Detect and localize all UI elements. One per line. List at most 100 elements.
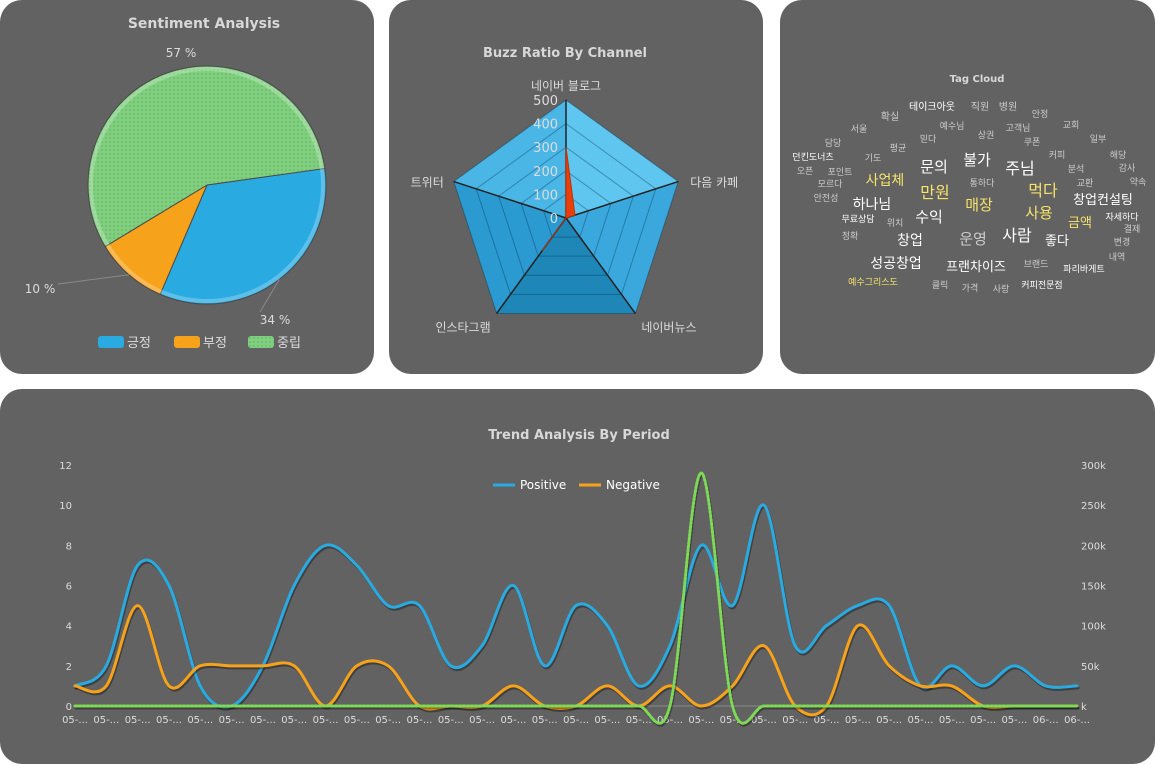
tag-word[interactable]: 프랜차이즈 <box>946 260 1006 275</box>
tag-word[interactable]: 상권 <box>978 129 995 141</box>
tag-word[interactable]: 성공창업 <box>870 256 922 272</box>
x-tick-label: 05-... <box>657 715 683 726</box>
series-point <box>387 705 389 707</box>
tag-word[interactable]: 변경 <box>1114 236 1131 248</box>
tag-word[interactable]: 모르다 <box>818 179 844 190</box>
tag-word[interactable]: 담당 <box>825 137 842 149</box>
tag-word[interactable]: 직원 <box>971 101 989 113</box>
radar-grid-ring <box>475 122 657 295</box>
tag-word[interactable]: 던킨도너츠 <box>792 152 833 163</box>
tag-word[interactable]: 병원 <box>999 101 1017 113</box>
series-point <box>105 665 107 667</box>
tag-word[interactable]: 무료상담 <box>841 213 874 225</box>
tag-word[interactable]: 확실 <box>881 111 899 123</box>
series-point <box>325 705 326 707</box>
tag-word[interactable]: 불가 <box>963 151 991 169</box>
tag-word[interactable]: 커피 <box>1049 150 1066 161</box>
tag-word[interactable]: 창업 <box>897 233 923 249</box>
tag-word[interactable]: 하나님 <box>853 197 892 213</box>
trend-line-chart: Trend Analysis By Period 0 2 4 6 8 10 12 k 50k 10… <box>59 428 1106 727</box>
series-point <box>168 585 170 586</box>
tag-word[interactable]: 감사 <box>1119 162 1136 174</box>
tag-word[interactable]: 가격 <box>962 282 979 294</box>
tag-word[interactable]: 주님 <box>1005 159 1034 178</box>
tag-word[interactable]: 위치 <box>887 217 904 229</box>
legend-label[interactable]: 부정 <box>203 336 227 351</box>
tag-word[interactable]: 믿다 <box>920 133 937 145</box>
x-tick-label: 05-... <box>939 715 965 726</box>
tag-word[interactable]: 창업컨설팅 <box>1073 193 1133 208</box>
x-tick-label: 05-... <box>751 715 777 726</box>
pie-rim <box>89 67 325 303</box>
tag-word[interactable]: 예수그리스도 <box>848 277 898 288</box>
tag-word[interactable]: 문의 <box>920 158 948 176</box>
tag-word[interactable]: 평균 <box>890 143 907 154</box>
legend-label[interactable]: 중립 <box>277 336 301 351</box>
pie-slice-neutral <box>87 65 326 248</box>
tag-word[interactable]: 정확 <box>842 230 859 242</box>
series-point <box>481 705 483 707</box>
legend-swatch-2[interactable] <box>248 336 274 348</box>
radar-category-label: 인스타그램 <box>435 320 490 334</box>
legend-label[interactable]: 긍정 <box>127 336 151 351</box>
series-point <box>544 705 546 707</box>
series-point <box>481 645 483 647</box>
tag-word[interactable]: 일부 <box>1090 134 1107 145</box>
tag-word[interactable]: 운영 <box>959 230 987 248</box>
tag-word[interactable]: 안정 <box>1032 109 1049 120</box>
series-point <box>732 705 734 707</box>
tag-word[interactable]: 결제 <box>1124 224 1141 235</box>
series-point <box>1045 705 1047 707</box>
series-point <box>512 685 514 687</box>
tag-word[interactable]: 약속 <box>1130 176 1147 188</box>
x-tick-label: 05-... <box>782 715 808 726</box>
legend-label[interactable]: Negative <box>606 478 660 492</box>
tag-word[interactable]: 사람 <box>1002 226 1032 245</box>
series-point <box>1076 685 1078 687</box>
tag-word[interactable]: 서울 <box>851 124 868 135</box>
tag-word[interactable]: 쿠폰 <box>1024 137 1041 148</box>
x-tick-label: 05-... <box>407 715 433 726</box>
tag-word[interactable]: 사업체 <box>866 173 905 189</box>
tag-word[interactable]: 안전성 <box>814 193 839 204</box>
series-point <box>387 605 389 607</box>
tag-word[interactable]: 먹다 <box>1028 181 1058 200</box>
tag-word[interactable]: 기도 <box>865 153 882 164</box>
series-point <box>732 605 734 607</box>
tag-word[interactable]: 파리바게트 <box>1063 264 1104 275</box>
tag-word[interactable]: 교회 <box>1063 120 1080 131</box>
tag-word[interactable]: 포인트 <box>828 167 853 178</box>
tag-word[interactable]: 교환 <box>1077 177 1094 189</box>
tag-word[interactable]: 커피전문점 <box>1021 279 1062 291</box>
tag-word[interactable]: 해당 <box>1110 150 1127 161</box>
y-tick-label: 0 <box>66 702 72 713</box>
tag-word[interactable]: 사용 <box>1025 204 1053 222</box>
legend-swatch-0[interactable] <box>98 336 124 348</box>
tag-word[interactable]: 자세하다 <box>1105 212 1139 223</box>
series-point <box>638 705 640 707</box>
tag-word[interactable]: 사랑 <box>993 283 1010 295</box>
legend-label[interactable]: Positive <box>520 478 566 492</box>
tag-word[interactable]: 수익 <box>915 208 943 226</box>
tag-word[interactable]: 브랜드 <box>1024 259 1049 270</box>
tag-word[interactable]: 고객님 <box>1006 123 1031 134</box>
tag-word[interactable]: 오픈 <box>797 166 814 177</box>
tag-word[interactable]: 좋다 <box>1045 234 1069 249</box>
buzz-ratio-panel: Buzz Ratio By Channel 0 100 200 300 400 500 네이… <box>389 0 763 374</box>
tag-word[interactable]: 금액 <box>1068 216 1092 231</box>
legend-swatch-1[interactable] <box>174 336 200 348</box>
tag-word[interactable]: 만원 <box>920 183 949 202</box>
tag-word[interactable]: 테이크아웃 <box>909 101 955 113</box>
tag-word[interactable]: 매장 <box>965 196 993 214</box>
tag-word[interactable]: 내역 <box>1109 252 1126 263</box>
series-point <box>512 705 514 707</box>
tag-word[interactable]: 통하다 <box>970 178 996 189</box>
tag-word[interactable]: 클릭 <box>932 279 949 291</box>
x-tick-label: 05-... <box>250 715 276 726</box>
series-point <box>888 705 890 707</box>
radar-face <box>496 218 636 314</box>
tag-word[interactable]: 예수님 <box>940 121 965 132</box>
series-point <box>199 665 201 667</box>
pie-slice-negative <box>104 183 209 296</box>
tag-word[interactable]: 분석 <box>1068 164 1085 175</box>
